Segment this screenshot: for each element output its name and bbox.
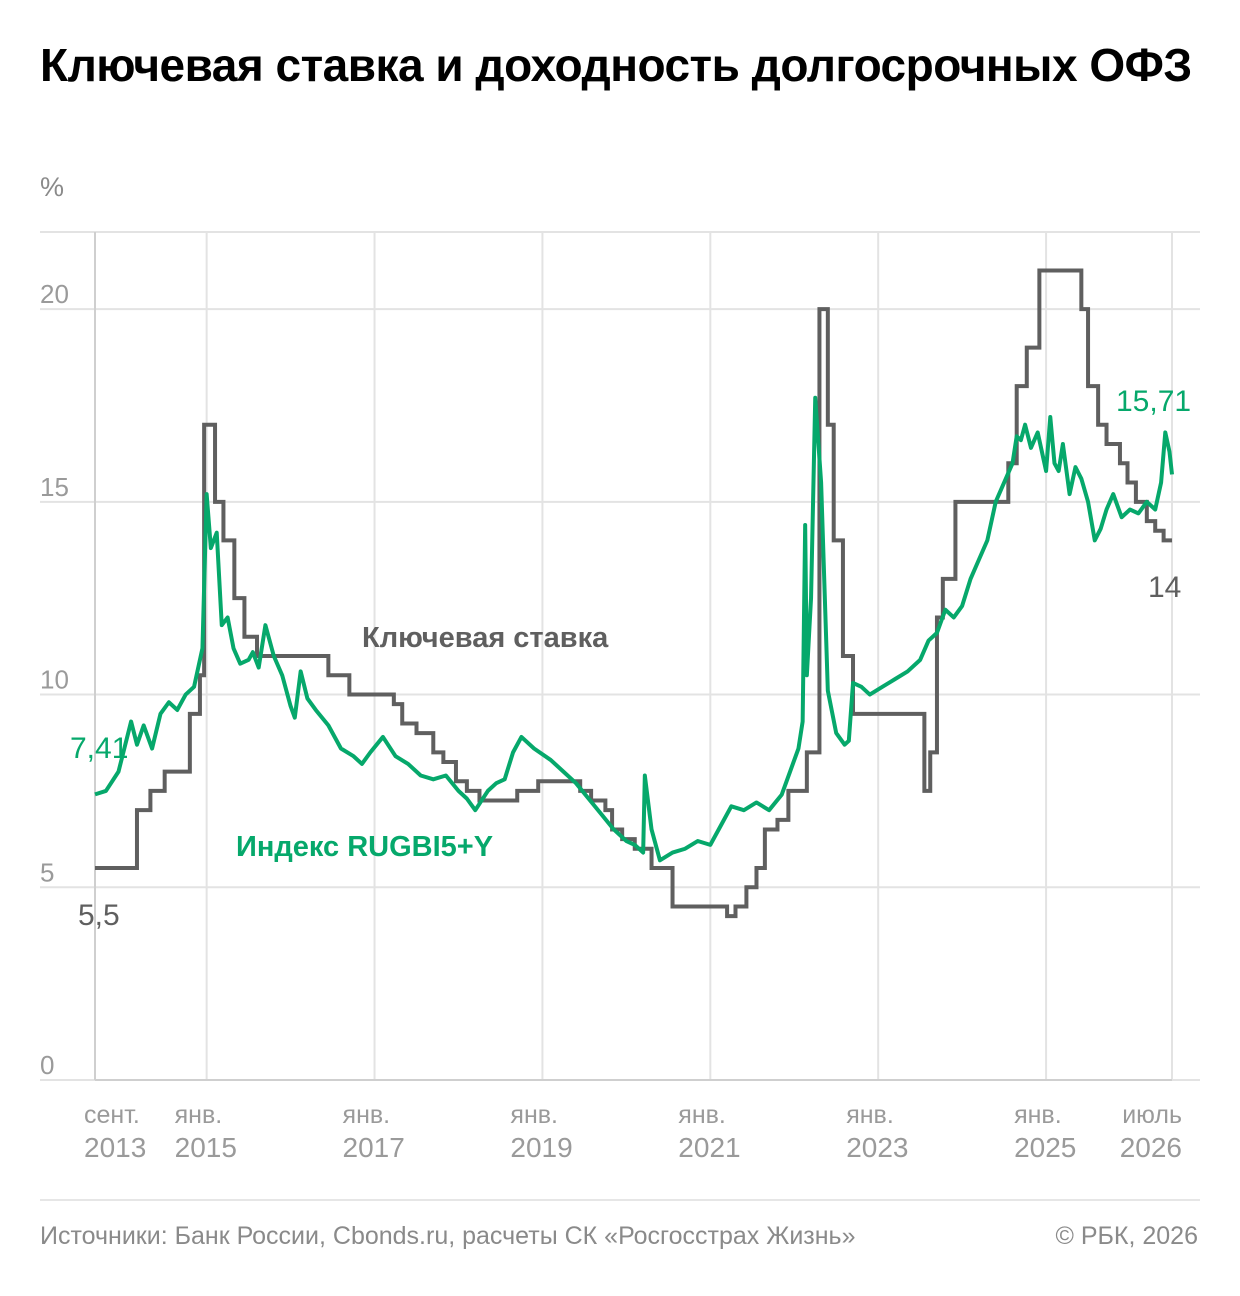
y-tick-label: 10 [40, 665, 69, 695]
annotation-layer: 5,5 14 7,41 15,71 Ключевая ставка Индекс RUGB… [70, 385, 1191, 932]
x-tick-label: 2021 [678, 1132, 740, 1163]
x-tick-label: 2017 [343, 1132, 405, 1163]
y-unit-label: % [40, 172, 65, 202]
x-tick-label: 2019 [510, 1132, 572, 1163]
series-layer [94, 268, 1174, 919]
key-rate-end-label: 14 [1148, 571, 1181, 604]
line-chart: 0 5 10 15 20 сент. 2013 янв. 2015 янв. 2017 янв. 201… [40, 231, 1200, 1163]
x-tick-label: янв. [1014, 1101, 1062, 1129]
y-tick-label: 15 [40, 472, 69, 502]
key-rate-series-label: Ключевая ставка [362, 622, 609, 654]
x-tick-label: июль [1122, 1101, 1182, 1129]
chart-title: Ключевая ставка и доходность долгосрочны… [40, 39, 1192, 91]
grid-layer [40, 231, 1200, 1081]
x-tick-label: янв. [678, 1101, 726, 1129]
x-tick-label: янв. [175, 1101, 223, 1129]
y-tick-label: 5 [40, 857, 54, 887]
x-tick-label: 2013 [84, 1132, 146, 1163]
x-tick-label: 2025 [1014, 1132, 1076, 1163]
x-tick-label: янв. [846, 1101, 894, 1129]
source-note: Источники: Банк России, Cbonds.ru, расче… [40, 1222, 856, 1250]
x-tick-label: 2015 [175, 1132, 237, 1163]
rugbi-end-label: 15,71 [1116, 385, 1191, 418]
y-tick-label: 20 [40, 279, 69, 309]
rugbi-series-label: Индекс RUGBI5+Y [236, 831, 493, 863]
x-tick-label: янв. [510, 1101, 558, 1129]
series-line-rugbi [94, 395, 1174, 863]
x-tick-label: янв. [343, 1101, 391, 1129]
x-tick-label: 2023 [846, 1132, 908, 1163]
x-tick-label: сент. [84, 1101, 140, 1129]
footer-divider [40, 1199, 1200, 1201]
key-rate-start-label: 5,5 [78, 899, 120, 932]
tick-label-layer: 0 5 10 15 20 сент. 2013 янв. 2015 янв. 2017 янв. 201… [40, 279, 1182, 1163]
y-tick-label: 0 [40, 1050, 54, 1080]
x-tick-label: 2026 [1120, 1132, 1182, 1163]
series-line-key-rate [95, 268, 1172, 919]
rugbi-start-label: 7,41 [70, 732, 128, 765]
copyright-note: © РБК, 2026 [1055, 1222, 1198, 1250]
